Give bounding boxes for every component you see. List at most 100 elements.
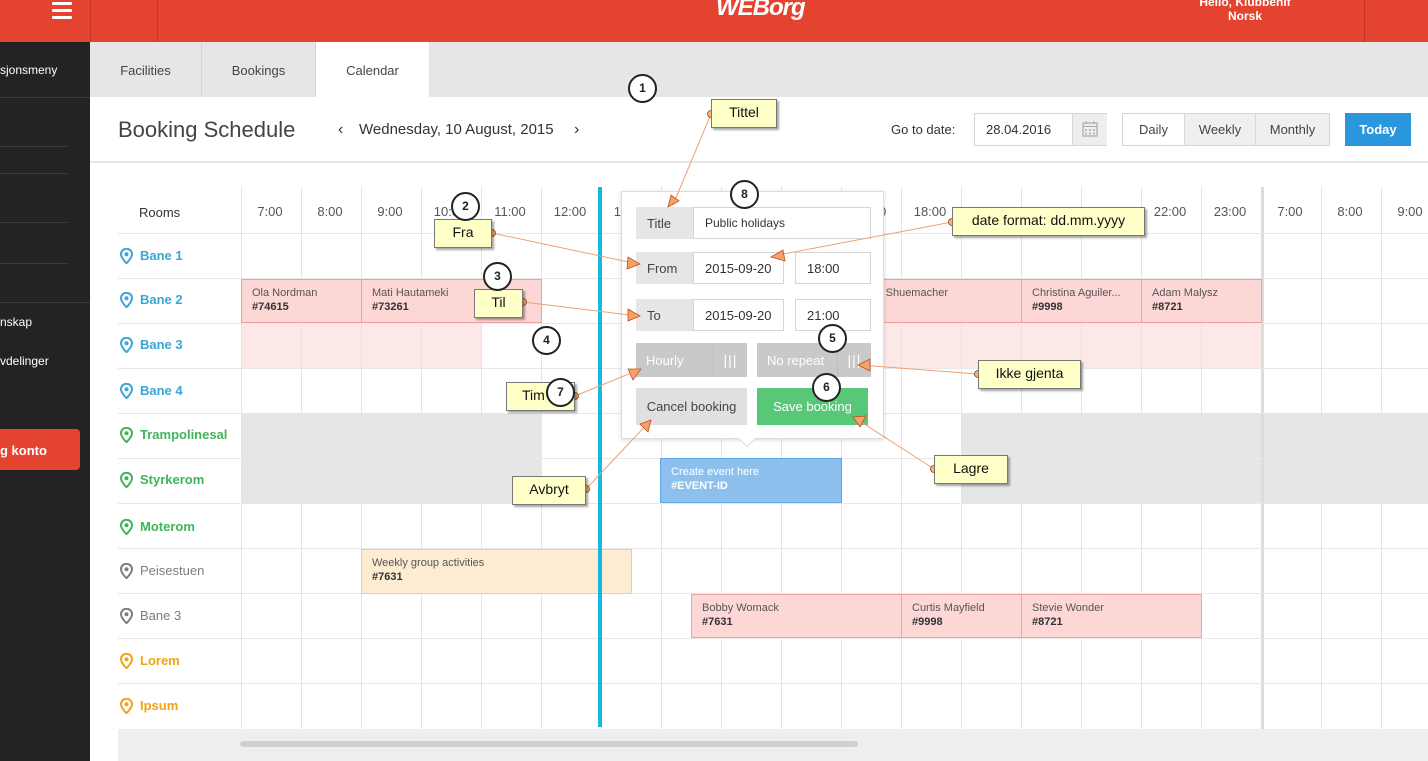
- rooms-header: Rooms: [139, 205, 181, 220]
- room-label[interactable]: Bane 2: [118, 292, 183, 312]
- tab-bookings[interactable]: Bookings: [202, 42, 316, 97]
- booking-event[interactable]: Christina Aguiler... #9998: [1021, 279, 1142, 323]
- today-button[interactable]: Today: [1345, 113, 1411, 146]
- tab-bar: Facilities Bookings Calendar: [90, 42, 1428, 97]
- annotation-note: date format: dd.mm.yyyy: [952, 207, 1145, 236]
- goto-date-value: 28.04.2016: [986, 122, 1052, 137]
- view-monthly-button[interactable]: Monthly: [1255, 113, 1330, 146]
- event-id: #74615: [252, 301, 289, 313]
- grid-row-line: [118, 503, 1428, 504]
- event-id: #73261: [372, 301, 409, 313]
- view-weekly-button[interactable]: Weekly: [1184, 113, 1256, 146]
- sidebar-item-medlemskap[interactable]: nskap: [0, 315, 33, 329]
- annotation-number: 3: [483, 262, 512, 291]
- location-pin-icon: [120, 427, 133, 443]
- time-label: 18:00: [913, 204, 947, 219]
- sidebar-divider: [0, 146, 68, 147]
- room-label[interactable]: Moterom: [118, 519, 195, 539]
- tab-calendar[interactable]: Calendar: [316, 42, 429, 97]
- calendar-icon[interactable]: [1072, 114, 1107, 145]
- location-pin-icon: [120, 292, 133, 308]
- from-label: From: [636, 252, 694, 284]
- sidebar-item-avdelinger[interactable]: vdelinger: [0, 354, 49, 368]
- sidebar-divider: [0, 302, 90, 303]
- grid-row-line: [118, 683, 1428, 684]
- annotation-number: 8: [730, 180, 759, 209]
- sidebar-divider: [0, 97, 90, 98]
- to-date-input[interactable]: 2015-09-20: [693, 299, 784, 331]
- room-name: Lorem: [140, 653, 180, 668]
- location-pin-icon: [120, 563, 133, 579]
- user-greeting[interactable]: Hello, Klubbenif Norsk: [1170, 0, 1320, 23]
- time-label: 9:00: [1397, 204, 1423, 219]
- room-label[interactable]: Bane 3: [118, 337, 183, 357]
- event-id: #8721: [1032, 616, 1063, 628]
- booking-event[interactable]: Curtis Mayfield #9998: [901, 594, 1022, 638]
- event-id: #7631: [702, 616, 733, 628]
- title-input[interactable]: Public holidays: [693, 207, 871, 239]
- room-name: Bane 2: [140, 292, 183, 307]
- event-id: #8721: [1152, 301, 1183, 313]
- room-label[interactable]: Bane 4: [118, 383, 183, 403]
- room-name: Styrkerom: [140, 472, 205, 487]
- room-label[interactable]: Styrkerom: [118, 472, 204, 492]
- save-booking-button[interactable]: Save booking: [757, 388, 868, 425]
- location-pin-icon: [120, 337, 133, 353]
- room-label[interactable]: Bane 1: [118, 248, 183, 268]
- horizontal-scrollbar-thumb[interactable]: [240, 741, 858, 747]
- from-date-input[interactable]: 2015-09-20: [693, 252, 784, 284]
- room-label[interactable]: Peisestuen: [118, 563, 204, 583]
- account-button[interactable]: g konto: [0, 429, 80, 470]
- room-label[interactable]: Lorem: [118, 653, 180, 673]
- repeat-select[interactable]: No repeat |||: [757, 343, 871, 377]
- room-label[interactable]: Bane 3: [118, 608, 181, 628]
- language-selector[interactable]: Norsk: [1227, 9, 1262, 23]
- event-name: Bobby Womack: [702, 602, 779, 614]
- annotation-note: Ikke gjenta: [978, 360, 1081, 389]
- topbar-divider: [157, 0, 158, 42]
- location-pin-icon: [120, 248, 133, 264]
- time-label: 7:00: [257, 204, 283, 219]
- booking-event[interactable]: Weekly group activities #7631: [361, 549, 632, 594]
- grid-row-line: [118, 548, 1428, 549]
- event-name: el Shuemacher: [874, 287, 948, 299]
- annotation-number: 2: [451, 192, 480, 221]
- current-date: Wednesday, 10 August, 2015: [359, 121, 554, 138]
- annotation-note: Tittel: [711, 99, 777, 128]
- tab-facilities[interactable]: Facilities: [90, 42, 202, 97]
- location-pin-icon: [120, 608, 133, 624]
- app-logo[interactable]: WEBorg: [716, 0, 806, 21]
- time-label: 8:00: [317, 204, 343, 219]
- sidebar-item-menu[interactable]: sjonsmeny: [0, 63, 58, 77]
- booking-event[interactable]: Ola Nordman #74615: [241, 279, 362, 323]
- room-name: Peisestuen: [140, 563, 205, 578]
- topbar-divider: [90, 0, 91, 42]
- new-event-placeholder[interactable]: Create event here #EVENT-ID: [660, 458, 842, 503]
- chevron-right-icon[interactable]: ›: [574, 121, 580, 138]
- booking-event[interactable]: Bobby Womack #7631: [691, 594, 902, 638]
- room-name: Bane 1: [140, 248, 183, 263]
- room-label[interactable]: Ipsum: [118, 698, 178, 718]
- event-id: #9998: [912, 616, 943, 628]
- sidebar: sjonsmeny nskap vdelinger: [0, 42, 90, 761]
- booking-event[interactable]: Stevie Wonder #8721: [1021, 594, 1202, 638]
- chevron-left-icon[interactable]: ‹: [338, 121, 344, 138]
- interval-select[interactable]: Hourly |||: [636, 343, 747, 377]
- hamburger-menu-icon[interactable]: [52, 2, 72, 20]
- cancel-booking-button[interactable]: Cancel booking: [636, 388, 747, 425]
- location-pin-icon: [120, 519, 133, 535]
- room-name: Bane 4: [140, 383, 183, 398]
- annotation-number: 5: [818, 324, 847, 353]
- view-daily-button[interactable]: Daily: [1122, 113, 1185, 146]
- location-pin-icon: [120, 383, 133, 399]
- topbar-divider: [1364, 0, 1365, 42]
- location-pin-icon: [120, 472, 133, 488]
- room-label[interactable]: Trampolinesal: [118, 427, 227, 447]
- goto-date-input[interactable]: 28.04.2016: [974, 113, 1107, 146]
- from-time-input[interactable]: 18:00: [795, 252, 871, 284]
- room-name: Trampolinesal: [140, 427, 228, 442]
- booking-event[interactable]: Adam Malysz #8721: [1141, 279, 1262, 323]
- current-time-line: [598, 187, 602, 727]
- event-name: Stevie Wonder: [1032, 602, 1104, 614]
